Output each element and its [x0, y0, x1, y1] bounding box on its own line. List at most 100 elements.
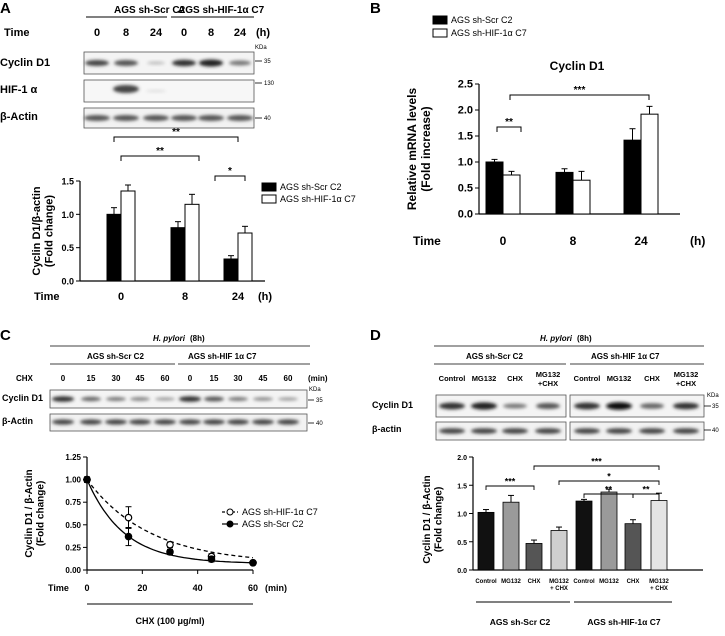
x-tick-label: 0 [500, 234, 507, 248]
legend-label: AGS sh-HIF-1α C7 [280, 194, 356, 204]
panel-c-mw: 40 [316, 421, 323, 427]
y-tick-label: 0.25 [65, 543, 81, 552]
sig-bracket-label: ** [156, 146, 164, 157]
legend-marker [226, 520, 234, 528]
panel-d-lane-label: Control [439, 374, 466, 383]
panel-c-lane-time: 45 [259, 374, 268, 383]
panel-d-lane-label: CHX [507, 374, 523, 383]
x-tick-label: CHX [528, 579, 541, 585]
sig-bracket-label: ** [605, 485, 613, 495]
x-axis-unit: (h) [690, 234, 705, 248]
panel-c-mw: 35 [316, 398, 323, 404]
x-tick-label: 0 [84, 583, 89, 593]
group-label: AGS sh-HIF-1α C7 [587, 617, 661, 627]
legend-label: AGS sh-Scr C2 [280, 182, 342, 192]
chart-title: Cyclin D1 [550, 59, 605, 73]
panel-c-chx-label: CHX [16, 374, 34, 383]
x-tick-label: Control [573, 579, 595, 585]
x-tick-label: + CHX [550, 586, 568, 592]
legend-label: AGS sh-HIF-1α C7 [242, 507, 318, 517]
x-tick-label: Control [475, 579, 497, 585]
panel-c-kda: KDa [309, 387, 321, 393]
panel-c-lane-time: 45 [136, 374, 145, 383]
panel-c-lane-time: 0 [188, 374, 193, 383]
panel-a-letter: A [0, 0, 11, 17]
x-tick-label: MG132 [501, 579, 521, 585]
y-tick-label: 0.75 [65, 498, 81, 507]
x-tick-label: 24 [634, 234, 648, 248]
y-tick-label: 0.5 [457, 540, 467, 547]
x-tick-label: 8 [570, 234, 577, 248]
panel-a-lane-time: 0 [94, 27, 100, 39]
y-axis-label: Cyclin D1 / β-Actin(Fold change) [24, 469, 47, 557]
panel-d-lane-label: +CHX [676, 379, 696, 388]
bar [184, 203, 200, 282]
data-point [249, 558, 257, 567]
panel-d-mw: 40 [712, 428, 719, 434]
panel-c-lane-time: 60 [161, 374, 170, 383]
sig-bracket-label: * [228, 166, 232, 177]
panel-c-lane-time: 0 [61, 374, 66, 383]
sig-bracket-label: ** [172, 127, 180, 138]
y-tick-label: 1.00 [65, 476, 81, 485]
sig-bracket [214, 175, 246, 181]
bar [624, 523, 642, 571]
x-tick-label: MG132 [599, 579, 619, 585]
panel-d-blot-actin [435, 421, 705, 441]
legend-swatch [432, 15, 448, 25]
x-tick-label: + CHX [650, 586, 668, 592]
data-point [166, 540, 174, 549]
panel-b-letter: B [370, 0, 381, 17]
x-tick-label: 60 [248, 583, 258, 593]
panel-c-line-chart: 0.00 0.25 0.50 0.75 1.00 1.25 0 20 40 60 Time (min)… [24, 453, 318, 626]
panel-c-lane-time: 60 [284, 374, 293, 383]
panel-d-mw: 35 [712, 404, 719, 410]
bar [525, 543, 543, 571]
y-tick-label: 1.25 [65, 453, 81, 462]
bar [623, 139, 642, 215]
sig-bracket-label: ** [505, 117, 513, 128]
panel-c-letter: C [0, 327, 11, 344]
panel-d-group2: AGS sh-HIF 1α C7 [591, 352, 660, 361]
bar [237, 232, 253, 282]
y-tick-label: 2.5 [458, 79, 473, 91]
sig-bracket-label: *** [574, 85, 586, 96]
panel-a-group1: AGS sh-Scr C2 [114, 5, 186, 16]
panel-c-hp-time: (8h) [190, 334, 205, 343]
data-point [207, 555, 216, 563]
x-axis-label: Time [34, 291, 59, 303]
sig-bracket-label: ** [642, 485, 650, 495]
bar [572, 179, 591, 215]
panel-c-lane-time: 15 [87, 374, 96, 383]
panel-d-lane-label: Control [574, 374, 601, 383]
panel-a-row-label: Cyclin D1 [0, 57, 50, 69]
panel-a-bar-chart: 0.0 0.5 1.0 1.5 0 8 24 Time (h) Cyclin D1/β-actin… [31, 127, 356, 303]
x-tick-label: 24 [232, 291, 245, 303]
y-tick-label: 0.50 [65, 521, 81, 530]
panel-a-mw: 35 [264, 59, 271, 65]
legend-swatch [261, 182, 277, 192]
panel-d-lane-label: MG132 [472, 374, 497, 383]
panel-d-row-label: Cyclin D1 [372, 400, 413, 410]
panel-c-lane-time: 15 [210, 374, 219, 383]
legend-swatch [261, 194, 277, 204]
data-point [83, 475, 91, 484]
legend-label: AGS sh-Scr C2 [242, 519, 304, 529]
x-tick-label: 20 [137, 583, 147, 593]
panel-c-row-label: Cyclin D1 [2, 393, 43, 403]
x-tick-label: CHX [627, 579, 640, 585]
sig-bracket [558, 480, 660, 485]
y-tick-label: 1.5 [457, 483, 467, 490]
series-line [86, 479, 254, 559]
panel-d-hp: H. pylori [540, 334, 573, 343]
bar [650, 500, 668, 571]
panel-a-lane-time: 0 [181, 27, 187, 39]
panel-a-lane-time: 8 [208, 27, 214, 39]
sig-bracket [113, 136, 239, 142]
panel-a-blot-hif [83, 79, 255, 103]
bar [223, 258, 239, 282]
data-point [166, 548, 174, 556]
panel-c-hp: H. pylori [153, 334, 186, 343]
y-tick-label: 0.00 [65, 566, 81, 575]
panel-d-lane-label: MG132 [536, 370, 561, 379]
